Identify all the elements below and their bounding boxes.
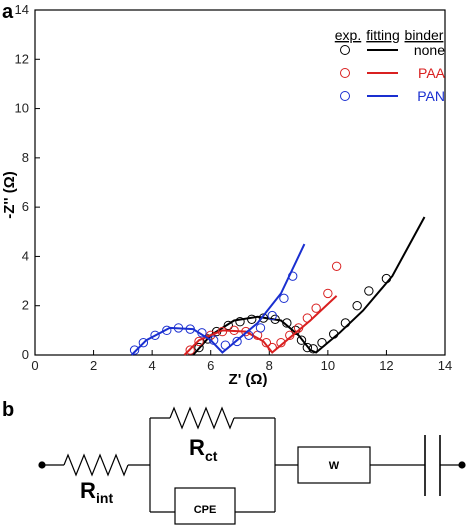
exp-point-none	[381, 273, 392, 284]
y-tick-label: 4	[22, 248, 29, 263]
exp-point-none	[329, 329, 339, 339]
exp-point-pan	[185, 324, 195, 334]
circuit-terminal-right	[458, 461, 466, 469]
y-axis-label: -Z'' (Ω)	[1, 171, 18, 218]
exp-point-none	[302, 342, 313, 353]
exp-point-pan	[129, 345, 140, 355]
exp-point-none	[340, 318, 351, 328]
exp-point-none	[364, 286, 374, 296]
r-ct-subscript: ct	[205, 448, 218, 464]
cpe-label: CPE	[194, 504, 217, 516]
y-tick-label: 8	[22, 150, 29, 165]
exp-point-none	[194, 342, 204, 353]
legend-marker-none	[340, 45, 350, 55]
x-tick-label: 6	[207, 358, 214, 373]
x-axis-label: Z' (Ω)	[229, 371, 268, 388]
legend-marker-pan	[340, 91, 350, 101]
x-tick-label: 2	[90, 358, 97, 373]
exp-point-pan	[279, 293, 289, 304]
x-tick-label: 12	[379, 358, 393, 373]
legend-label-pan: PAN	[417, 88, 445, 104]
legend-label-none: none	[414, 42, 445, 58]
exp-point-pan	[288, 271, 298, 281]
x-tick-label: 14	[438, 358, 452, 373]
exp-point-paa	[323, 288, 333, 299]
exp-point-pan	[138, 337, 149, 348]
exp-point-none	[308, 344, 318, 354]
exp-point-none	[223, 320, 233, 331]
plot-marks	[129, 216, 426, 356]
exp-point-none	[282, 318, 292, 328]
legend-header-binder: binder	[405, 27, 444, 43]
fit-line-none	[192, 216, 426, 356]
plot-frame	[34, 9, 446, 356]
exp-point-paa	[311, 303, 321, 313]
exp-point-paa	[302, 313, 313, 323]
resistor-r-ct	[169, 406, 235, 430]
r-int-label: R	[80, 478, 96, 503]
y-axis-ticks: 0 2 4 6 8 10 12 14	[15, 2, 40, 362]
exp-point-none	[296, 335, 307, 345]
exp-point-paa	[293, 323, 304, 333]
legend-header-exp: exp.	[335, 27, 361, 43]
r-int-subscript: int	[96, 490, 113, 506]
exp-point-pan	[197, 328, 207, 338]
y-tick-label: 10	[15, 101, 29, 116]
x-tick-label: 8	[266, 358, 273, 373]
exp-point-pan	[220, 340, 231, 350]
x-axis-ticks: 0 2 4 6 8 10 12 14	[31, 350, 452, 373]
legend-label-paa: PAA	[418, 65, 446, 81]
y-tick-label: 0	[22, 347, 29, 362]
exp-point-pan	[208, 335, 219, 345]
x-tick-label: 10	[321, 358, 335, 373]
r-ct-label: R	[189, 435, 205, 460]
cpe-box	[174, 487, 236, 525]
exp-point-paa	[276, 337, 286, 348]
exp-point-pan	[232, 336, 242, 347]
exp-point-pan	[267, 310, 277, 321]
exp-point-paa	[331, 261, 342, 271]
panel-a-label: a	[2, 1, 14, 23]
exp-point-paa	[285, 330, 295, 340]
exp-point-none	[258, 313, 269, 323]
exp-point-none	[317, 337, 327, 348]
exp-point-paa	[194, 336, 204, 347]
x-tick-label: 0	[31, 358, 38, 373]
exp-point-none	[247, 314, 257, 324]
exp-point-pan	[173, 323, 184, 333]
y-tick-label: 12	[15, 51, 29, 66]
panel-b-label: b	[2, 399, 14, 421]
legend-header-fitting: fitting	[366, 27, 399, 43]
fit-line-pan	[130, 243, 306, 356]
exp-point-paa	[229, 325, 239, 336]
exp-point-none	[352, 301, 362, 311]
exp-point-pan	[150, 330, 160, 340]
y-tick-label: 2	[22, 298, 29, 313]
w-label: W	[329, 460, 340, 472]
exp-point-none	[235, 317, 245, 327]
legend-marker-paa	[340, 68, 350, 78]
exp-point-paa	[217, 326, 228, 337]
exp-point-pan	[244, 330, 254, 340]
exp-point-pan	[255, 323, 266, 333]
x-tick-label: 4	[149, 358, 156, 373]
exp-point-paa	[267, 342, 277, 353]
legend: exp. fitting binder none PAA PAN	[335, 27, 446, 104]
exp-point-paa	[185, 345, 195, 355]
y-tick-label: 6	[22, 199, 29, 214]
exp-point-paa	[261, 337, 272, 348]
exp-point-pan	[162, 325, 172, 336]
equivalent-circuit	[38, 406, 466, 525]
resistor-r-int	[63, 453, 129, 477]
y-tick-label: 14	[15, 2, 29, 17]
